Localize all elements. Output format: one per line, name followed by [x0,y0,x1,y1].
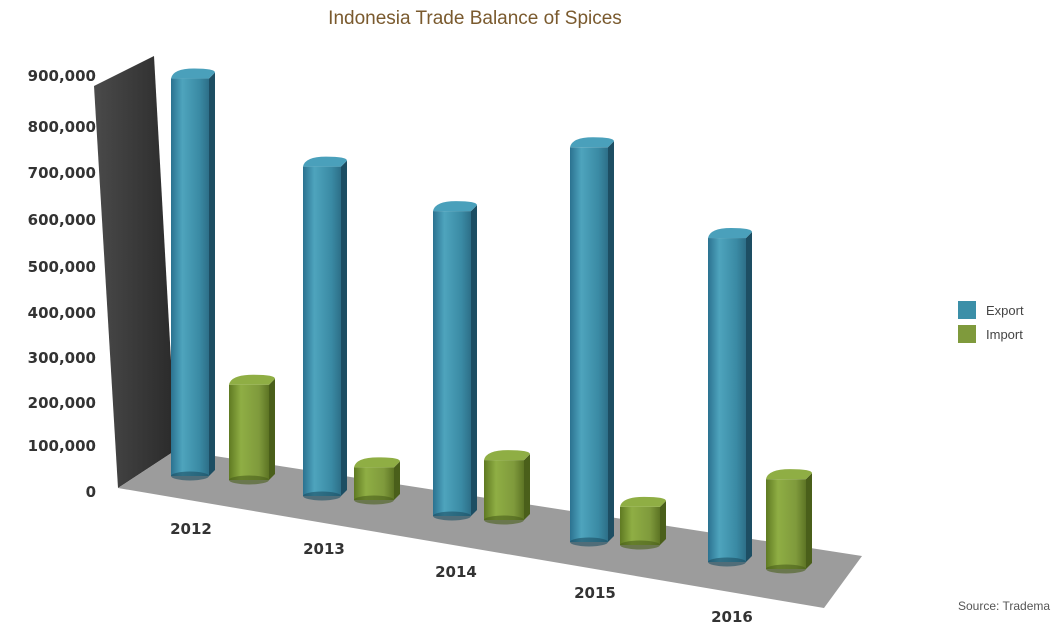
bar-import-2013 [354,457,400,505]
x-tick-label: 2014 [435,563,477,581]
x-tick-label: 2016 [711,608,753,624]
bar-export-2014 [433,201,477,521]
x-tick-label: 2015 [574,584,616,602]
legend-item-import: Import [958,322,1024,346]
bar-export-2015 [570,137,614,547]
bar-export-2016 [708,228,752,567]
y-tick-label: 500,000 [28,258,96,276]
y-tick-label: 900,000 [28,67,96,85]
bar-import-2014 [484,450,530,525]
source-note: Source: Tradema [958,599,1051,613]
y-tick-label: 700,000 [28,164,96,182]
bar-export-2013 [303,156,347,501]
y-tick-label: 400,000 [28,304,96,322]
bar-import-2016 [766,469,812,574]
x-tick-label: 2013 [303,540,345,558]
y-tick-label: 200,000 [28,394,96,412]
back-wall [94,56,176,488]
bar-import-2015 [620,496,666,550]
legend-label-import: Import [986,326,1023,342]
legend-label-export: Export [986,302,1024,318]
legend-item-export: Export [958,298,1024,322]
y-tick-label: 100,000 [28,437,96,455]
legend: Export Import [958,298,1024,346]
y-tick-label: 300,000 [28,349,96,367]
y-tick-label: 600,000 [28,211,96,229]
y-tick-label: 0 [86,483,96,501]
bar-import-2012 [229,374,275,485]
legend-swatch-export [958,301,976,319]
y-tick-label: 800,000 [28,118,96,136]
chart-title: Indonesia Trade Balance of Spices [328,8,622,29]
bar-export-2012 [171,68,215,481]
x-tick-label: 2012 [170,520,212,538]
legend-swatch-import [958,325,976,343]
